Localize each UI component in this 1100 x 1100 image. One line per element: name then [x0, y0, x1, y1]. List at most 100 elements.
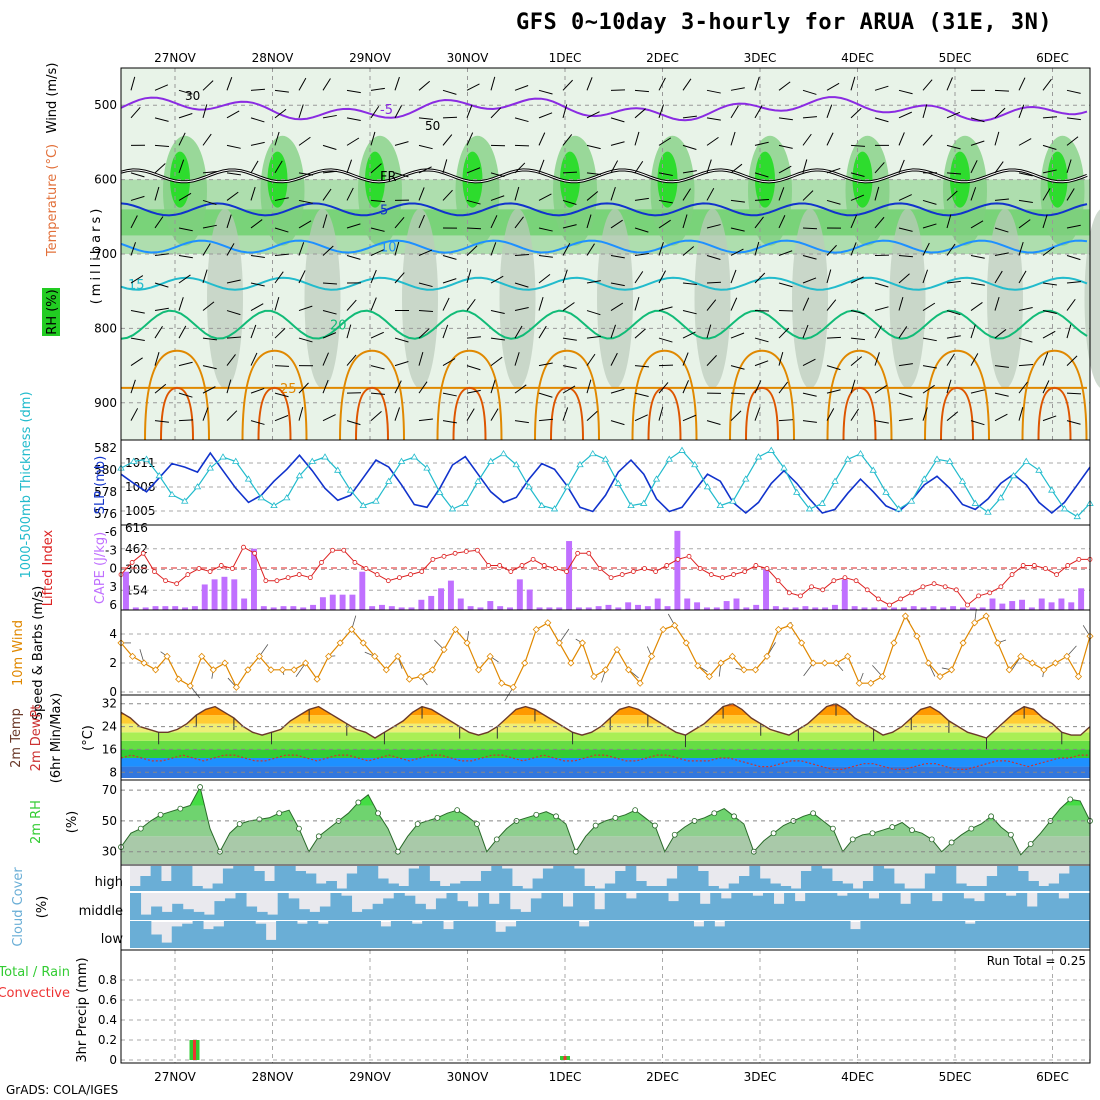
thickness-marker	[742, 475, 750, 482]
cloud-cell-middle	[973, 901, 986, 920]
temp-band	[121, 703, 1090, 707]
wind10-marker	[717, 659, 725, 667]
wind-barb	[178, 325, 187, 339]
temp-contour-label: 10	[380, 241, 397, 256]
cape-bar	[162, 606, 169, 610]
cloud-cell-high	[542, 868, 554, 891]
cloud-cell-low	[255, 923, 267, 948]
wind-barb	[298, 104, 304, 119]
thickness-marker	[538, 501, 546, 509]
wind10-barb	[559, 628, 570, 644]
cloud-cell-middle	[699, 903, 711, 920]
wind10-marker	[1005, 666, 1013, 674]
rh2m-marker	[197, 784, 204, 790]
wind-barb	[202, 365, 217, 370]
wind10-marker	[786, 621, 794, 630]
cloud-cell-middle	[351, 911, 363, 920]
wind-barb	[418, 352, 424, 366]
wind-barb	[634, 227, 649, 233]
wind-barb	[202, 171, 217, 174]
wind-barb	[634, 108, 646, 119]
cape-bar	[457, 598, 464, 610]
cape-bar	[989, 598, 996, 610]
li-marker	[552, 566, 558, 571]
wind10-marker	[798, 639, 806, 647]
temp-contour-30-loop	[647, 386, 682, 441]
wind-barb	[634, 160, 644, 174]
li-marker	[864, 587, 870, 593]
cloud-cell-low	[171, 926, 183, 948]
cloud-cell-low	[599, 921, 611, 948]
date-label-bottom: 27NOV	[154, 1070, 196, 1084]
cloud-cell-middle	[298, 909, 310, 920]
wind-barb	[370, 297, 377, 311]
cloud-cell-low	[401, 921, 413, 948]
wind-barb	[826, 389, 841, 394]
cloud-cell-high	[130, 886, 141, 891]
wind-barb	[370, 199, 385, 203]
cloud-cell-high	[439, 886, 451, 891]
thickness-marker	[130, 457, 138, 464]
thickness-marker	[155, 472, 163, 479]
wind-barb	[946, 111, 961, 119]
wind-barb	[874, 162, 885, 174]
wind-barb	[778, 144, 793, 149]
wind-barb	[322, 414, 336, 422]
cloud-cell-high	[615, 871, 626, 891]
rh2m-band	[121, 787, 1090, 791]
rh2m-marker	[493, 836, 500, 843]
wind-barb	[322, 170, 337, 174]
cloud-cell-high	[966, 886, 977, 891]
cloud-cell-low	[349, 921, 361, 948]
thickness-marker	[907, 497, 916, 504]
wind-barb	[346, 354, 357, 366]
li-marker	[263, 578, 269, 584]
temp-contour-25-loop	[339, 349, 405, 441]
thickness-marker	[793, 488, 801, 495]
cloud-cell-high	[811, 866, 823, 891]
cloud-cell-middle	[267, 914, 279, 920]
wind10-marker	[671, 621, 679, 630]
wind10-marker	[636, 679, 644, 687]
wind-barb	[802, 277, 817, 284]
li-marker	[764, 566, 770, 571]
cloud-cell-low	[839, 921, 851, 948]
cloud-cell-low	[203, 929, 214, 948]
rh2m-marker	[1067, 796, 1074, 803]
cloud-cell-middle	[172, 903, 184, 920]
wind-barb	[442, 116, 458, 119]
thickness-marker	[283, 494, 291, 501]
wind-barb	[202, 199, 217, 206]
wind-barb	[610, 254, 625, 259]
cloud-cell-middle	[879, 893, 891, 920]
cape-bar	[891, 607, 897, 610]
wind-barb	[1066, 224, 1081, 229]
wind10-marker	[451, 625, 460, 634]
cape-bar	[191, 606, 198, 610]
cloud-cell-high	[553, 866, 565, 891]
wind-barb	[970, 282, 985, 286]
cape-bar	[979, 607, 986, 610]
cloud-cell-low	[578, 926, 590, 948]
cape-bar	[566, 541, 573, 610]
li-marker	[619, 572, 625, 577]
wind10-marker	[924, 659, 933, 667]
cloud-cell-high	[718, 888, 730, 891]
wind-barb	[874, 117, 889, 123]
cape-bar	[635, 604, 641, 610]
wind-barb	[730, 227, 745, 232]
wind-barb	[466, 336, 481, 339]
cloud-cell-high	[1069, 866, 1081, 891]
rh2m-marker	[375, 810, 381, 817]
ylabel-pressure: (millibars)	[89, 206, 104, 305]
rh-dry-column	[304, 208, 341, 389]
cape-bar	[142, 607, 149, 610]
thickness-marker	[869, 466, 877, 473]
cape-bar	[329, 594, 336, 610]
ylabel-thickness: 1000-500mb Thickness (dm)	[19, 391, 34, 578]
wind-barb	[298, 337, 313, 343]
cloud-cell-middle	[604, 893, 616, 920]
wind-barb	[298, 199, 313, 204]
cape-bar	[201, 584, 208, 610]
wind-barb	[730, 269, 737, 284]
